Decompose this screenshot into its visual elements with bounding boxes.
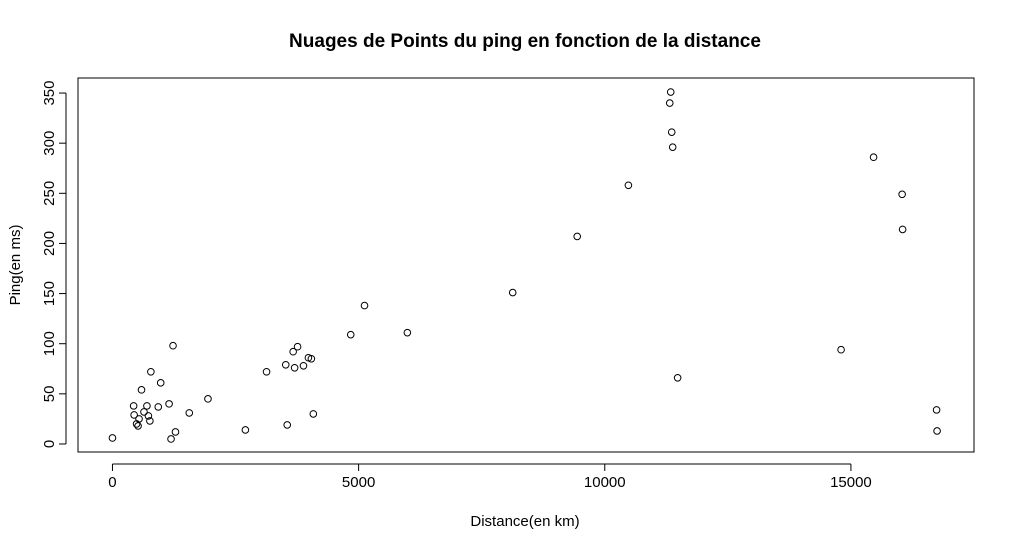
data-point <box>171 428 180 436</box>
x-tick-label: 0 <box>108 474 116 491</box>
data-point <box>185 409 194 417</box>
data-point <box>290 363 299 372</box>
data-point <box>403 328 412 337</box>
data-point <box>140 408 148 416</box>
y-tick-label: 100 <box>41 331 58 356</box>
data-point <box>156 379 165 387</box>
data-point <box>573 232 582 241</box>
data-point <box>307 354 316 363</box>
data-point <box>673 374 682 382</box>
data-point <box>869 153 878 162</box>
data-point <box>283 421 292 429</box>
data-point <box>346 330 355 339</box>
data-point <box>134 422 142 430</box>
data-point <box>666 88 675 96</box>
x-axis: 0 5000 10000 15000 <box>108 463 872 491</box>
data-point <box>933 427 941 435</box>
data-point <box>289 347 297 356</box>
data-point <box>129 402 138 410</box>
x-tick-label: 10000 <box>584 474 626 491</box>
data-point <box>668 143 677 151</box>
data-points <box>108 88 941 443</box>
data-point <box>508 288 517 297</box>
data-point <box>169 341 177 350</box>
data-point <box>299 361 308 370</box>
y-tick-label: 200 <box>41 231 58 256</box>
y-tick-label: 50 <box>41 386 58 403</box>
data-point <box>667 128 676 136</box>
data-point <box>108 434 117 442</box>
y-axis: 0 50 100 150 200 250 300 350 <box>41 81 67 448</box>
data-point <box>624 181 633 190</box>
chart-title: Nuages de Points du ping en fonction de … <box>289 31 761 52</box>
y-tick-label: 350 <box>41 81 58 106</box>
data-point <box>204 395 212 403</box>
data-point <box>143 402 151 410</box>
data-point <box>281 360 290 369</box>
y-axis-label: Ping(en ms) <box>7 225 24 306</box>
data-point <box>130 411 138 419</box>
x-axis-label: Distance(en km) <box>470 513 579 530</box>
x-tick-label: 15000 <box>830 474 872 491</box>
y-tick-label: 0 <box>41 440 58 448</box>
data-point <box>167 435 175 443</box>
data-point <box>137 386 146 394</box>
data-point <box>898 225 907 234</box>
data-point <box>665 99 674 107</box>
data-point <box>309 410 318 418</box>
data-point <box>146 417 154 425</box>
data-point <box>154 403 163 411</box>
y-tick-label: 300 <box>41 131 58 156</box>
data-point <box>293 342 302 351</box>
data-point <box>262 367 271 376</box>
x-tick-label: 5000 <box>342 474 375 491</box>
y-tick-label: 250 <box>41 181 58 206</box>
data-point <box>360 301 369 310</box>
data-point <box>932 406 941 414</box>
data-point <box>165 400 173 408</box>
data-point <box>837 345 845 354</box>
data-point <box>241 426 250 434</box>
data-point <box>135 415 143 423</box>
y-tick-label: 150 <box>41 281 58 306</box>
data-point <box>144 412 153 420</box>
plot-area-frame <box>77 77 975 453</box>
data-point <box>147 367 155 376</box>
data-point <box>898 190 906 199</box>
